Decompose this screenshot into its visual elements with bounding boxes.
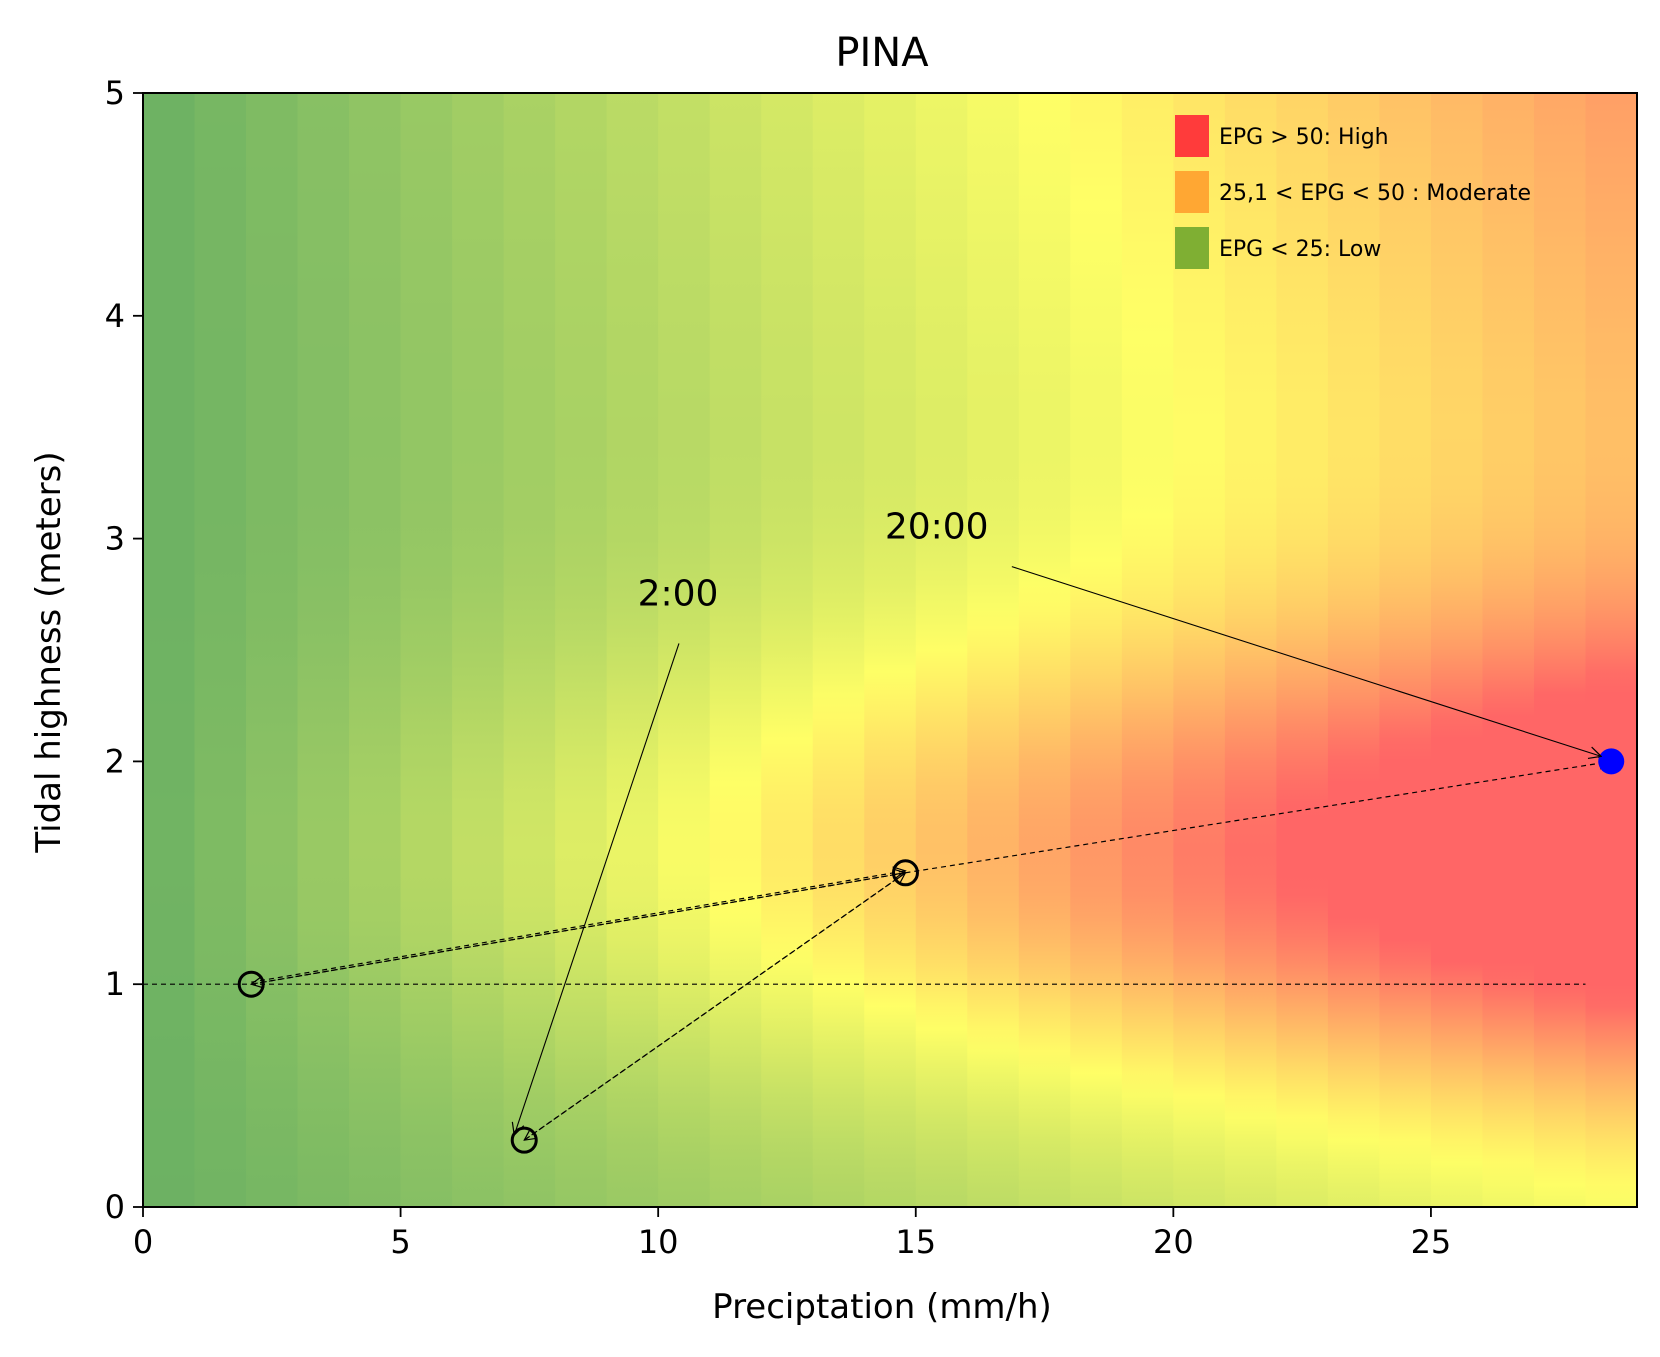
path-marker	[891, 859, 919, 887]
y-tick-label: 1	[105, 965, 125, 1003]
path-marker	[237, 970, 265, 998]
heatmap-column	[1224, 93, 1277, 1207]
x-tick-label: 10	[638, 1223, 679, 1261]
path-segment	[251, 872, 906, 984]
heatmap-column	[1585, 93, 1638, 1207]
annotation-arrow	[514, 643, 680, 1135]
annotation-label: 2:00	[638, 573, 719, 614]
heatmap-column	[349, 93, 402, 1207]
y-tick-label: 0	[105, 1188, 125, 1226]
x-axis-label: Preciptation (mm/h)	[712, 1287, 1052, 1327]
heatmap-column	[1379, 93, 1432, 1207]
overlay: 2:00 20:00	[143, 507, 1625, 1154]
path-segment	[905, 761, 1611, 874]
plot-frame	[142, 92, 1638, 1208]
y-axis: 0 1 2 3 4 5	[105, 74, 143, 1226]
path-segment	[524, 872, 906, 1140]
y-axis-label: Tidal highness (meters)	[29, 451, 69, 853]
heatmap-column	[1430, 93, 1484, 1207]
annotation-label: 20:00	[885, 507, 989, 548]
heatmap-column	[761, 93, 814, 1207]
heatmap-column	[1327, 93, 1381, 1207]
y-tick-label: 5	[105, 74, 125, 112]
heatmap-column	[400, 93, 453, 1207]
heatmap-column	[658, 93, 711, 1207]
heatmap-column	[194, 93, 247, 1207]
x-tick-label: 25	[1411, 1223, 1452, 1261]
heatmap-column	[1121, 93, 1174, 1207]
heatmap-column	[246, 93, 299, 1207]
heatmap-column	[812, 93, 865, 1207]
x-axis: 0 5 10 15 20 25	[133, 1207, 1451, 1261]
heatmap-column	[297, 93, 350, 1207]
legend-swatch	[1175, 227, 1209, 269]
x-tick-label: 15	[895, 1223, 936, 1261]
heatmap-column	[709, 93, 762, 1207]
y-tick-label: 4	[105, 297, 125, 335]
path-segment	[523, 873, 905, 1141]
x-tick-label: 0	[133, 1223, 153, 1261]
legend-label: EPG < 25: Low	[1219, 237, 1381, 262]
heatmap-column	[915, 93, 968, 1207]
annotation-arrow	[1011, 566, 1601, 757]
path-segment	[251, 871, 905, 983]
heatmap-column	[606, 93, 659, 1207]
heatmap-column	[1482, 93, 1535, 1207]
x-tick-label: 20	[1153, 1223, 1194, 1261]
heatmap-column	[503, 93, 556, 1207]
heatmap-column	[1173, 93, 1226, 1207]
legend-label: 25,1 < EPG < 50 : Moderate	[1219, 181, 1531, 206]
heatmap-column	[1070, 93, 1123, 1207]
heatmap-column	[1276, 93, 1329, 1207]
chart-title: PINA	[835, 30, 929, 76]
legend-swatch	[1175, 171, 1209, 213]
heatmap-column	[1533, 93, 1587, 1207]
y-tick-label: 2	[105, 742, 125, 780]
heatmap-column	[452, 93, 505, 1207]
heatmap	[143, 93, 1638, 1207]
path-marker	[510, 1126, 538, 1154]
current-point	[1598, 748, 1625, 775]
heatmap-column	[1018, 93, 1071, 1207]
heatmap-column	[967, 93, 1020, 1207]
heatmap-column	[555, 93, 608, 1207]
y-tick-label: 3	[105, 520, 125, 558]
heatmap-column	[864, 93, 917, 1207]
x-tick-label: 5	[390, 1223, 410, 1261]
legend-label: EPG > 50: High	[1219, 125, 1389, 150]
legend-swatch	[1175, 115, 1209, 157]
legend: EPG > 50: High 25,1 < EPG < 50 : Moderate…	[1175, 115, 1531, 269]
heatmap-column	[143, 93, 196, 1207]
